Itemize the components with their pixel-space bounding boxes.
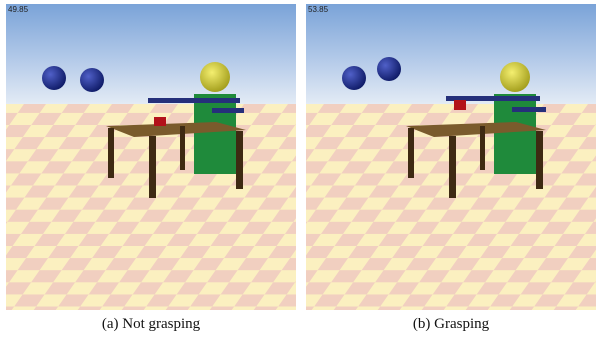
- table-leg: [449, 136, 456, 198]
- ball-left: [42, 66, 66, 90]
- robot-body: [194, 94, 236, 174]
- fps-counter: 49.85: [8, 5, 29, 14]
- scene-render: [6, 4, 296, 310]
- table-leg: [408, 128, 414, 178]
- red-block: [154, 117, 166, 126]
- fps-counter: 53.85: [308, 5, 329, 14]
- table-leg: [149, 136, 156, 198]
- table-leg: [180, 126, 185, 170]
- caption-not-grasping: (a) Not grasping: [101, 316, 201, 332]
- robot-arm-upper: [148, 98, 240, 103]
- table-top: [406, 122, 546, 137]
- scene-render: [306, 4, 596, 310]
- table-leg: [108, 128, 114, 178]
- ball-left: [342, 66, 366, 90]
- ball-right: [377, 57, 401, 81]
- robot-arm-lower: [512, 107, 546, 112]
- table-top: [106, 122, 246, 137]
- robot-head: [200, 62, 230, 92]
- table-leg: [536, 131, 543, 189]
- scene-panel-grasping: 53.85: [306, 4, 596, 310]
- table-leg: [236, 131, 243, 189]
- scene-panel-not-grasping: 49.85: [6, 4, 296, 310]
- caption-grasping: (b) Grasping: [412, 316, 490, 332]
- table-leg: [480, 126, 485, 170]
- ball-right: [80, 68, 104, 92]
- robot-arm-lower: [212, 108, 244, 113]
- robot-arm-upper: [446, 96, 540, 101]
- robot-body: [494, 94, 536, 174]
- robot-head: [500, 62, 530, 92]
- red-block-grasped: [454, 100, 466, 110]
